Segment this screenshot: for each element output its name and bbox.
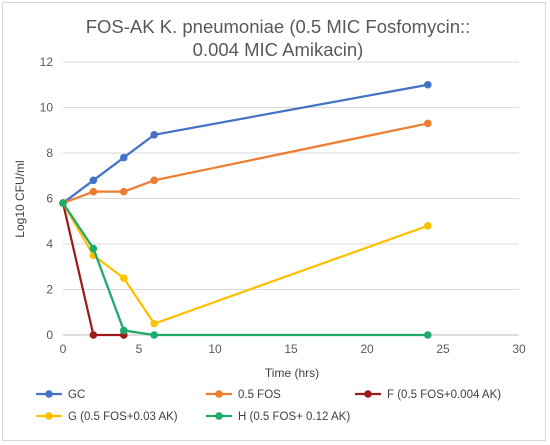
gridlines bbox=[63, 61, 519, 290]
legend-item-1: 0.5 FOS bbox=[206, 389, 281, 401]
data-point bbox=[120, 153, 128, 162]
x-tick-label: 15 bbox=[284, 342, 298, 356]
data-point bbox=[120, 187, 128, 196]
data-point bbox=[89, 187, 98, 196]
x-tick-label: 25 bbox=[436, 342, 450, 356]
legend-item-2: F (0.5 FOS+0.004 AK) bbox=[355, 389, 501, 401]
data-point bbox=[150, 131, 158, 139]
series-line bbox=[62, 202, 429, 325]
chart-frame bbox=[2, 2, 546, 441]
y-tick-label: 12 bbox=[40, 55, 54, 69]
legend: GC 0.5 FOS F (0.5 FOS+0.004 AK) G (0.5 FOS+… bbox=[36, 389, 501, 423]
data-point bbox=[120, 326, 128, 335]
x-tick-label: 0 bbox=[60, 342, 67, 356]
data-point bbox=[59, 199, 67, 207]
data-point bbox=[424, 222, 432, 230]
legend-label: GC bbox=[68, 389, 85, 401]
data-point bbox=[89, 244, 98, 253]
series-line bbox=[62, 202, 428, 337]
legend-label: H (0.5 FOS+ 0.12 AK) bbox=[238, 411, 350, 423]
y-tick-label: 4 bbox=[46, 237, 53, 251]
series-0 bbox=[59, 80, 432, 207]
x-tick-label: 10 bbox=[208, 342, 222, 356]
y-tick-label: 0 bbox=[46, 328, 53, 342]
chart-title-line-2: 0.004 MIC Amikacin) bbox=[193, 39, 364, 60]
data-point bbox=[424, 331, 432, 339]
y-tick-label: 2 bbox=[46, 283, 53, 297]
y-tick-labels: 0 2 4 6 8 10 12 bbox=[40, 55, 54, 342]
y-tick-label: 8 bbox=[46, 146, 53, 160]
data-point bbox=[89, 331, 98, 339]
legend-item-0: GC bbox=[36, 389, 85, 401]
series-line bbox=[62, 83, 429, 204]
data-point bbox=[424, 80, 432, 89]
data-point bbox=[150, 331, 158, 339]
x-tick-label: 20 bbox=[360, 342, 374, 356]
chart-title-line-1: FOS-AK K. pneumoniae (0.5 MIC Fosfomycin… bbox=[86, 16, 471, 37]
legend-item-3: G (0.5 FOS+0.03 AK) bbox=[36, 411, 178, 423]
series-2 bbox=[59, 199, 128, 339]
legend-marker bbox=[215, 390, 223, 398]
x-tick-label: 5 bbox=[136, 342, 143, 356]
legend-label: F (0.5 FOS+0.004 AK) bbox=[387, 389, 501, 401]
series-lines bbox=[59, 80, 432, 339]
series-line bbox=[61, 202, 124, 337]
legend-label: 0.5 FOS bbox=[238, 389, 281, 401]
series-3 bbox=[59, 199, 432, 328]
data-point bbox=[120, 274, 128, 282]
y-tick-label: 6 bbox=[46, 192, 53, 206]
data-point bbox=[424, 119, 432, 128]
legend-marker bbox=[45, 390, 53, 398]
series-4 bbox=[59, 199, 432, 339]
data-point bbox=[150, 319, 158, 328]
data-point bbox=[150, 176, 158, 185]
legend-marker bbox=[45, 412, 53, 420]
x-axis-title: Time (hrs) bbox=[265, 366, 319, 380]
legend-label: G (0.5 FOS+0.03 AK) bbox=[68, 411, 178, 423]
x-tick-labels: 0 5 10 15 20 25 30 bbox=[60, 342, 526, 356]
chart-title: FOS-AK K. pneumoniae (0.5 MIC Fosfomycin… bbox=[86, 16, 471, 60]
data-point bbox=[89, 176, 98, 185]
legend-marker bbox=[215, 412, 223, 420]
legend-item-4: H (0.5 FOS+ 0.12 AK) bbox=[206, 411, 350, 423]
legend-marker bbox=[364, 390, 372, 398]
x-tick-label: 30 bbox=[512, 342, 526, 356]
y-axis-title: Log10 CFU/ml bbox=[13, 160, 27, 237]
series-1 bbox=[59, 119, 432, 207]
y-tick-label: 10 bbox=[40, 101, 54, 115]
